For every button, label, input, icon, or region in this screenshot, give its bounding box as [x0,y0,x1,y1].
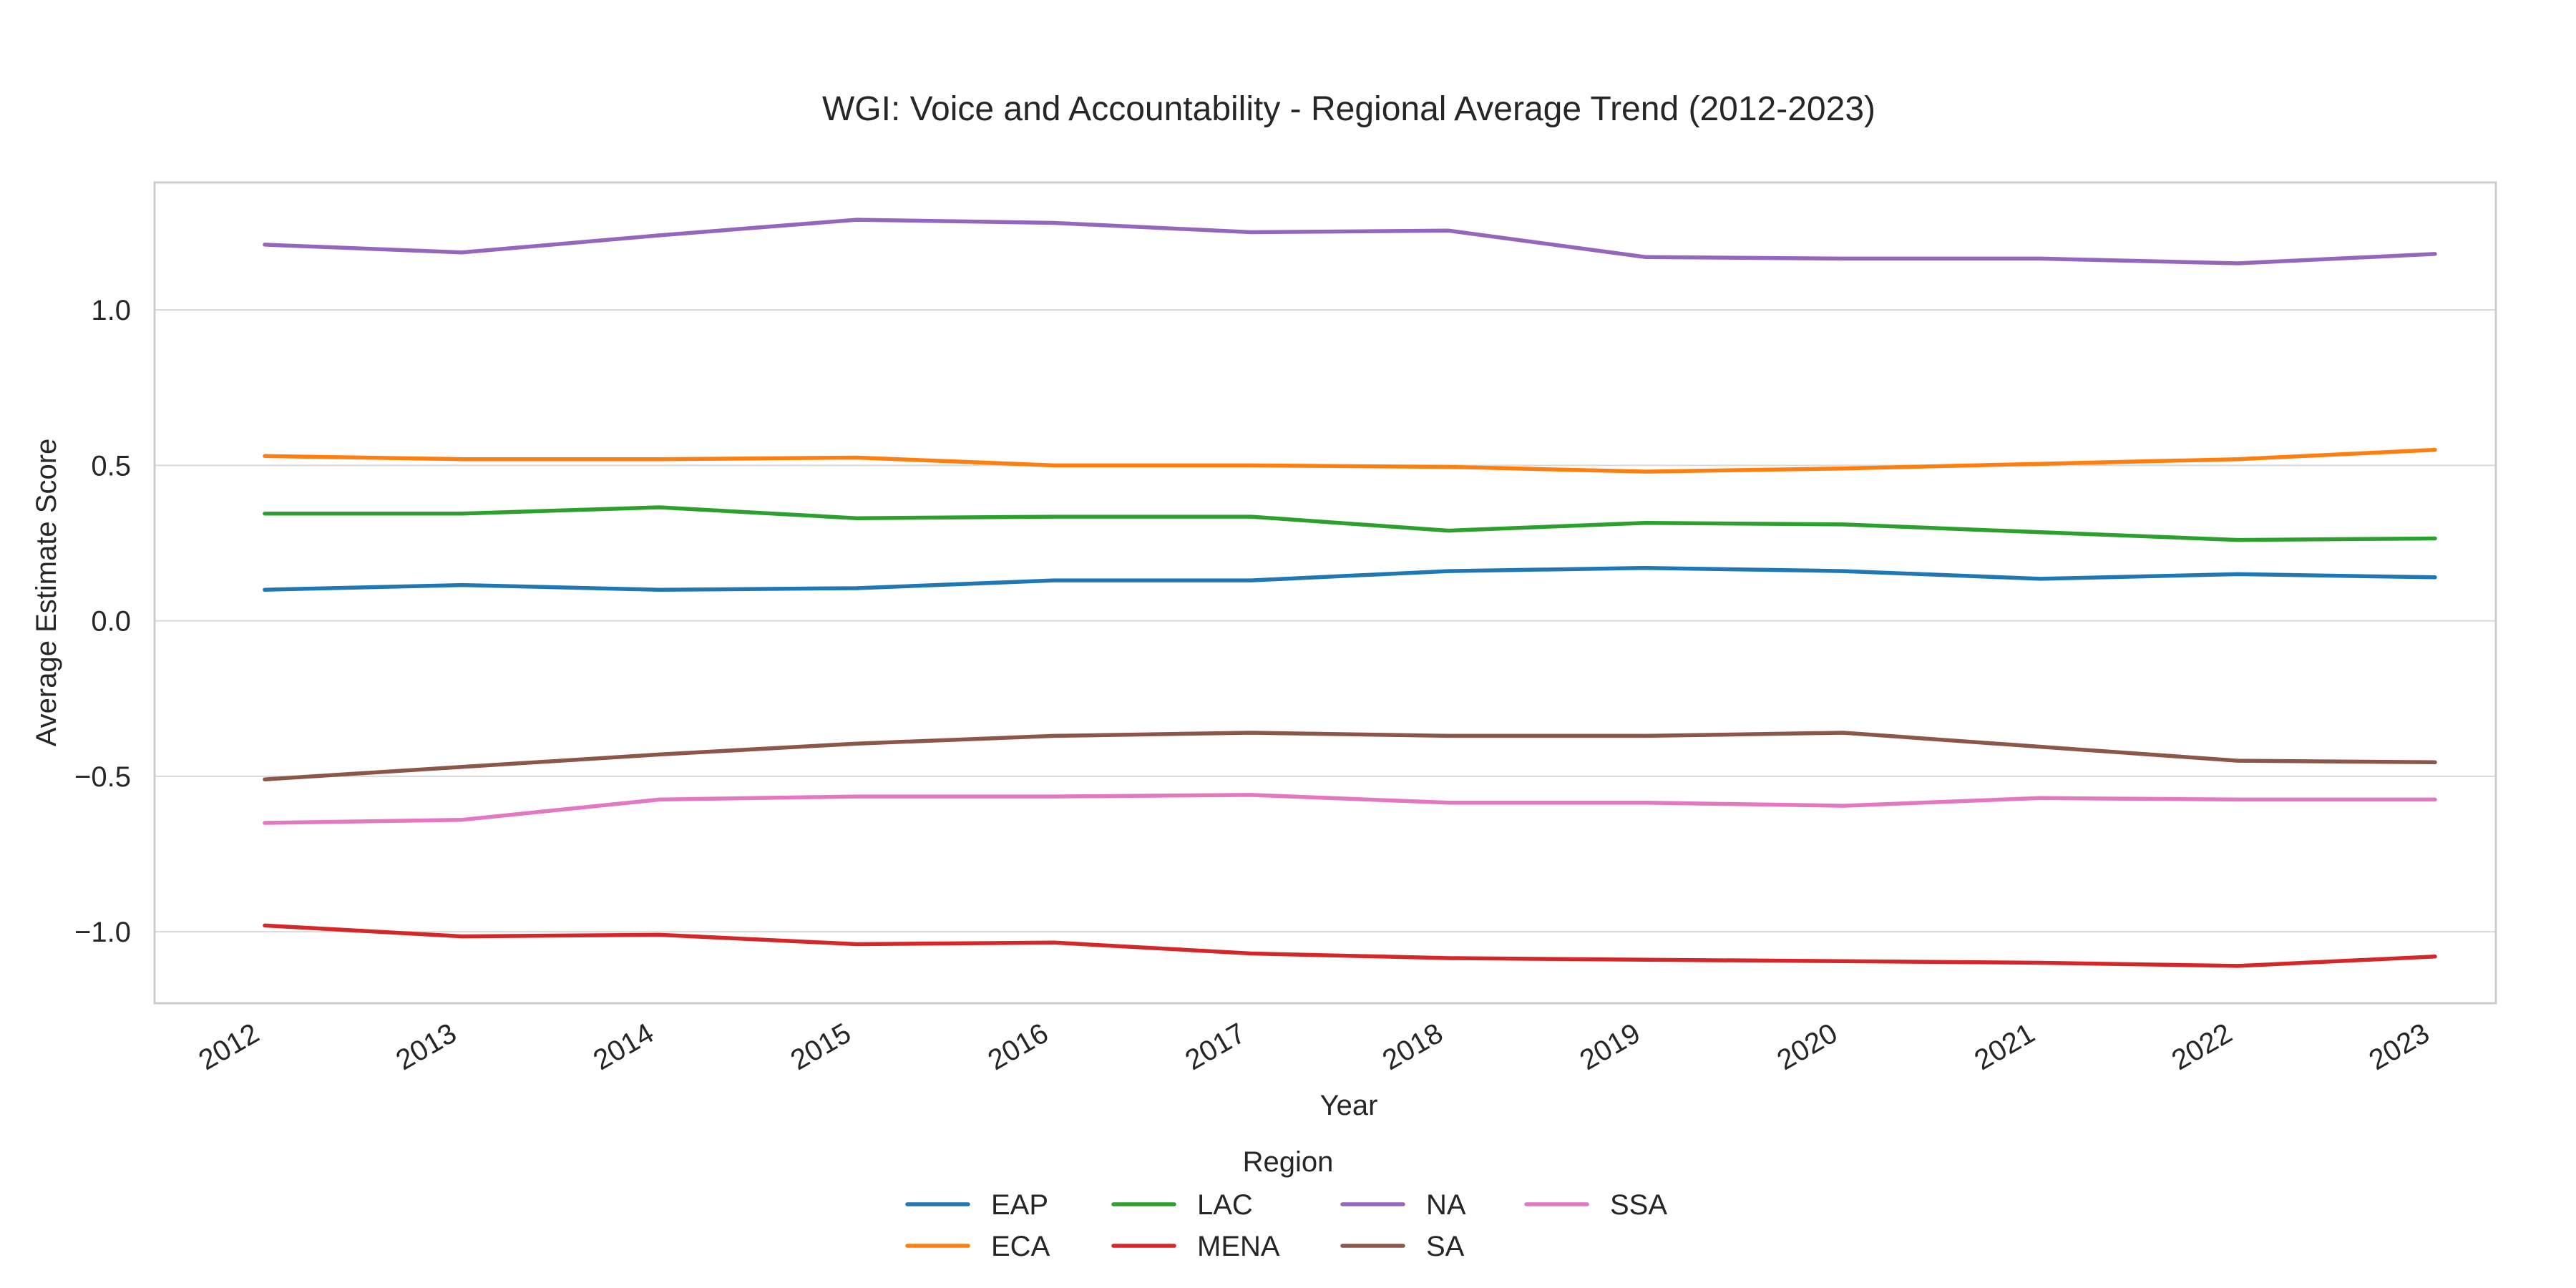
y-tick-label: −0.5 [74,761,131,793]
series-line-sa [263,731,2437,781]
legend-label-na: NA [1426,1189,1466,1221]
series-line-eap [263,565,2437,592]
series-line-mena [263,923,2437,968]
x-axis-label: Year [1320,1090,1378,1121]
legend-label-mena: MENA [1197,1231,1280,1262]
y-axis-ticks: 1.0 0.5 0.0 −0.5 −1.0 [74,295,131,948]
y-tick-label: 0.0 [91,606,131,638]
legend-title: Region [1243,1146,1334,1178]
chart-title: WGI: Voice and Accountability - Regional… [822,90,1875,128]
legend: Region EAP ECA LAC MENA NA SA SSA [905,1146,1667,1262]
series-line-eca [263,447,2437,474]
legend-items: EAP ECA LAC MENA NA SA SSA [905,1189,1667,1262]
y-axis-label: Average Estimate Score [31,439,62,747]
series-lines [263,218,2437,968]
series-line-ssa [263,793,2437,825]
series-line-lac [263,505,2437,542]
legend-label-ssa: SSA [1610,1189,1667,1221]
gridlines [155,309,2496,933]
legend-label-lac: LAC [1197,1189,1253,1221]
series-line-na [263,218,2437,265]
y-tick-label: 0.5 [91,450,131,482]
y-tick-label: 1.0 [91,295,131,326]
plot-frame [153,181,2497,1005]
legend-label-eap: EAP [991,1189,1048,1221]
y-tick-label: −1.0 [74,917,131,948]
legend-label-sa: SA [1426,1231,1465,1262]
legend-label-eca: ECA [991,1231,1050,1262]
